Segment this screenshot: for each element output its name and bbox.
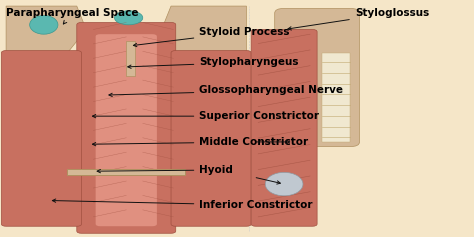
FancyBboxPatch shape	[96, 34, 157, 226]
Text: Stylopharyngeus: Stylopharyngeus	[128, 57, 299, 68]
FancyBboxPatch shape	[171, 50, 251, 226]
FancyBboxPatch shape	[275, 9, 359, 147]
Ellipse shape	[115, 11, 143, 25]
FancyBboxPatch shape	[77, 23, 176, 233]
FancyBboxPatch shape	[1, 50, 82, 226]
Text: Parapharyngeal Space: Parapharyngeal Space	[6, 8, 138, 24]
Text: Styloglossus: Styloglossus	[288, 8, 429, 30]
Text: Middle Constrictor: Middle Constrictor	[92, 137, 309, 147]
Ellipse shape	[30, 15, 58, 34]
Bar	[322, 53, 350, 142]
Bar	[126, 41, 135, 76]
Polygon shape	[162, 6, 246, 53]
FancyBboxPatch shape	[251, 29, 317, 226]
Polygon shape	[6, 6, 86, 53]
Ellipse shape	[265, 172, 303, 196]
Text: Inferior Constrictor: Inferior Constrictor	[52, 199, 313, 210]
Text: Styloid Process: Styloid Process	[133, 27, 290, 47]
Text: Superior Constrictor: Superior Constrictor	[92, 111, 319, 121]
Text: Hyoid: Hyoid	[97, 165, 233, 175]
Bar	[67, 169, 185, 175]
Text: Glossopharyngeal Nerve: Glossopharyngeal Nerve	[109, 85, 343, 96]
